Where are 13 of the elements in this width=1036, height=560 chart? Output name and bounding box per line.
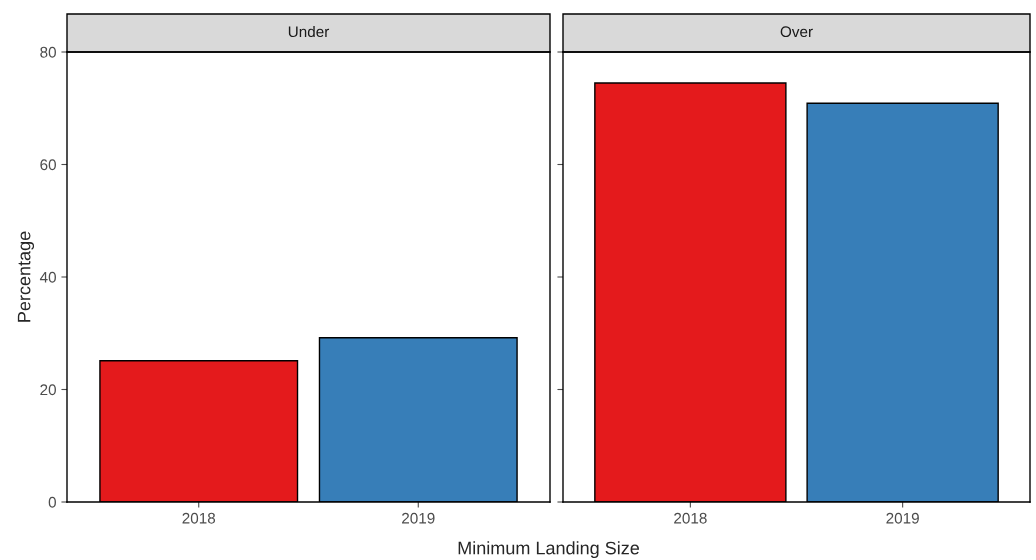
chart-title: Under — [288, 25, 330, 38]
y-tick-label: 80 — [40, 46, 56, 58]
x-tick-label: 2018 — [674, 512, 707, 524]
x-tick-label: 2019 — [886, 512, 919, 524]
x-tick-label: 2018 — [182, 512, 216, 524]
x-tick-label: 2019 — [402, 512, 435, 524]
y-tick-label: 60 — [40, 159, 56, 171]
y-axis-title: Percentage — [17, 231, 35, 322]
y-tick-label: 0 — [48, 496, 56, 508]
x-axis-title: Minimum Landing Size — [458, 541, 640, 558]
y-tick-label: 20 — [40, 384, 56, 396]
y-tick-label: 40 — [39, 271, 56, 283]
chart-title: Over — [780, 26, 813, 38]
